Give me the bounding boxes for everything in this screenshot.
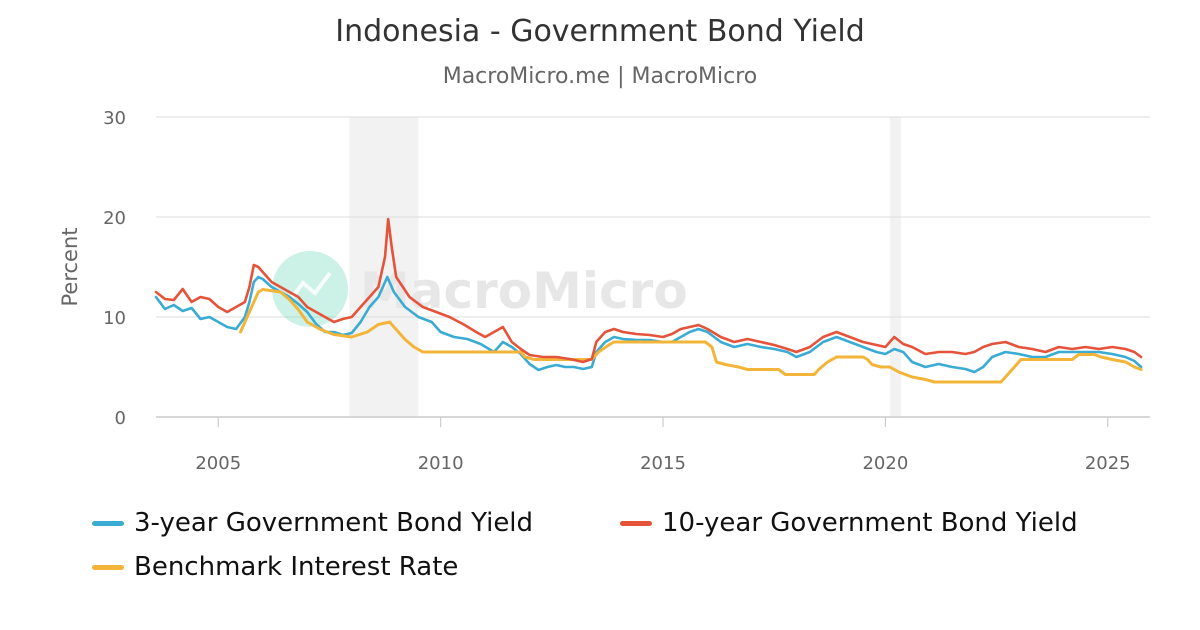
- legend-label-3-year: 3-year Government Bond Yield: [134, 508, 534, 538]
- shaded-band-1: [889, 117, 901, 417]
- x-tick-label-2025: 2025: [1085, 453, 1131, 474]
- legend-item-10-year[interactable]: 10-year Government Bond Yield: [620, 508, 1078, 538]
- series-line-10-year: [154, 217, 1143, 364]
- legend-label-benchmark-rate: Benchmark Interest Rate: [134, 552, 459, 582]
- y-tick-label-0: 0: [115, 408, 126, 429]
- chart-title: Indonesia - Government Bond Yield: [335, 14, 865, 49]
- legend-swatch-benchmark-rate: [92, 564, 124, 570]
- y-tick-label-10: 10: [103, 308, 126, 329]
- y-tick-label-30: 30: [103, 108, 126, 129]
- legend-swatch-3-year: [92, 520, 124, 526]
- series-line-benchmark-rate: [239, 288, 1143, 384]
- legend-item-3-year[interactable]: 3-year Government Bond Yield: [92, 508, 533, 538]
- chart-subtitle: MacroMicro.me | MacroMicro: [442, 64, 758, 89]
- legend-label-10-year: 10-year Government Bond Yield: [662, 508, 1078, 538]
- x-tick-label-2020: 2020: [862, 453, 908, 474]
- legend-item-benchmark-rate[interactable]: Benchmark Interest Rate: [92, 552, 458, 582]
- x-tick-label-2015: 2015: [640, 453, 686, 474]
- x-tick-label-2005: 2005: [195, 453, 241, 474]
- y-axis-label: Percent: [58, 227, 82, 306]
- y-tick-label-20: 20: [103, 208, 126, 229]
- watermark: MacroMicro: [272, 251, 688, 327]
- watermark-text: MacroMicro: [360, 262, 688, 320]
- legend-swatch-10-year: [620, 520, 652, 526]
- x-tick-label-2010: 2010: [418, 453, 464, 474]
